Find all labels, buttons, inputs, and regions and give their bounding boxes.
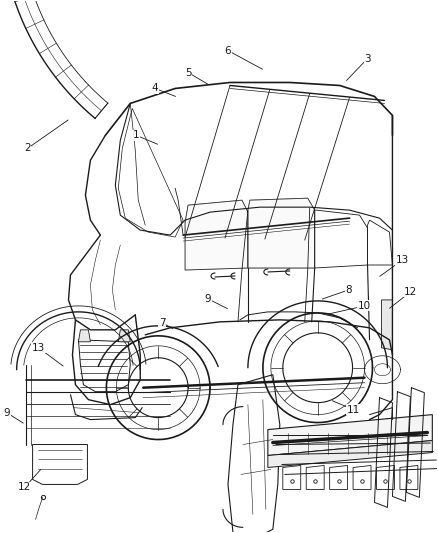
Text: 13: 13	[396, 255, 409, 265]
Polygon shape	[78, 330, 90, 342]
Text: 2: 2	[24, 143, 31, 154]
Text: 10: 10	[358, 301, 371, 311]
Polygon shape	[185, 200, 248, 270]
Text: 6: 6	[225, 45, 231, 55]
Text: 9: 9	[4, 408, 10, 418]
Text: 8: 8	[345, 285, 352, 295]
Text: 1: 1	[133, 131, 140, 140]
Text: 7: 7	[159, 318, 166, 328]
Text: 12: 12	[18, 482, 31, 492]
Text: 13: 13	[32, 343, 45, 353]
Text: 3: 3	[364, 53, 371, 63]
Text: 11: 11	[347, 405, 360, 415]
Polygon shape	[381, 300, 392, 350]
Polygon shape	[268, 415, 432, 456]
Text: 5: 5	[185, 68, 191, 77]
Polygon shape	[248, 198, 314, 268]
Polygon shape	[118, 330, 130, 342]
Text: 4: 4	[152, 84, 159, 93]
Text: 9: 9	[205, 294, 212, 304]
Polygon shape	[268, 441, 432, 467]
Text: 12: 12	[404, 287, 417, 297]
